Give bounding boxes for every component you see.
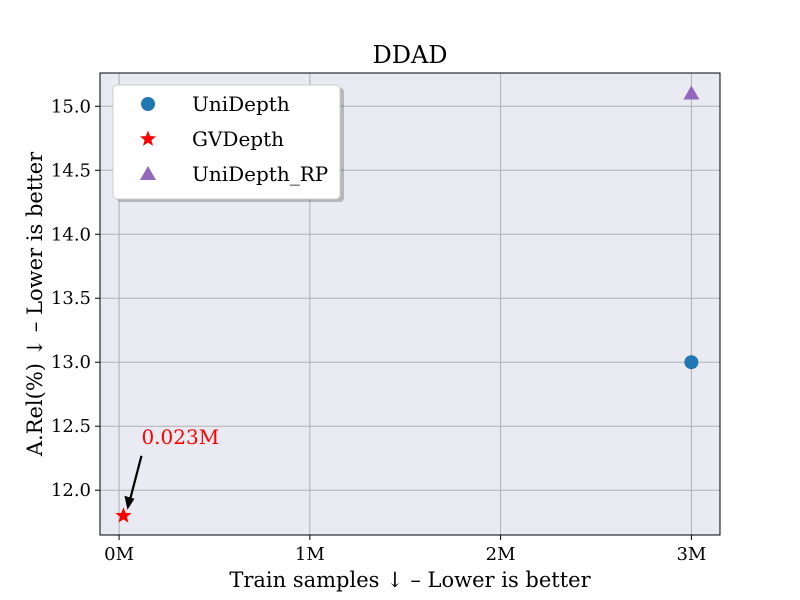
data-point-triangle	[683, 85, 700, 100]
y-tick-label: 15.0	[51, 96, 91, 117]
y-axis-label: A.Rel(%) ↓ – Lower is better	[23, 151, 47, 457]
chart-title: DDAD	[372, 41, 447, 69]
legend-marker-circle	[141, 97, 155, 111]
x-tick-label: 1M	[295, 544, 325, 565]
y-tick-label: 12.0	[51, 480, 91, 501]
legend: UniDepth GVDepth UniDepth_RP	[112, 84, 344, 202]
annotation-label: 0.023M	[141, 425, 219, 449]
x-axis-ticks: 0M 1M 2M 3M	[104, 535, 706, 565]
y-tick-label: 14.5	[51, 160, 91, 181]
annotation-arrow-line	[128, 455, 143, 503]
y-tick-label: 14.0	[51, 224, 91, 245]
data-point-star	[115, 507, 132, 523]
y-tick-label: 12.5	[51, 416, 91, 437]
x-tick-label: 0M	[104, 544, 134, 565]
y-tick-label: 13.5	[51, 288, 91, 309]
legend-label: GVDepth	[192, 127, 284, 151]
x-axis-label: Train samples ↓ – Lower is better	[229, 568, 591, 592]
x-tick-label: 2M	[486, 544, 516, 565]
y-axis-ticks: 12.0 12.5 13.0 13.5 14.0 14.5 15.0	[51, 96, 100, 501]
legend-label: UniDepth	[192, 92, 290, 116]
annotation-arrow: 0.023M	[124, 425, 219, 510]
legend-marker-triangle	[140, 166, 156, 180]
legend-label: UniDepth_RP	[192, 162, 328, 186]
data-points	[115, 85, 700, 523]
grid-lines	[100, 73, 720, 535]
plot-frame	[99, 72, 721, 536]
x-tick-label: 3M	[676, 544, 706, 565]
annotation-arrow-head	[124, 495, 135, 510]
y-tick-label: 13.0	[51, 352, 91, 373]
legend-marker-star	[139, 130, 157, 146]
data-point-circle	[684, 355, 699, 370]
